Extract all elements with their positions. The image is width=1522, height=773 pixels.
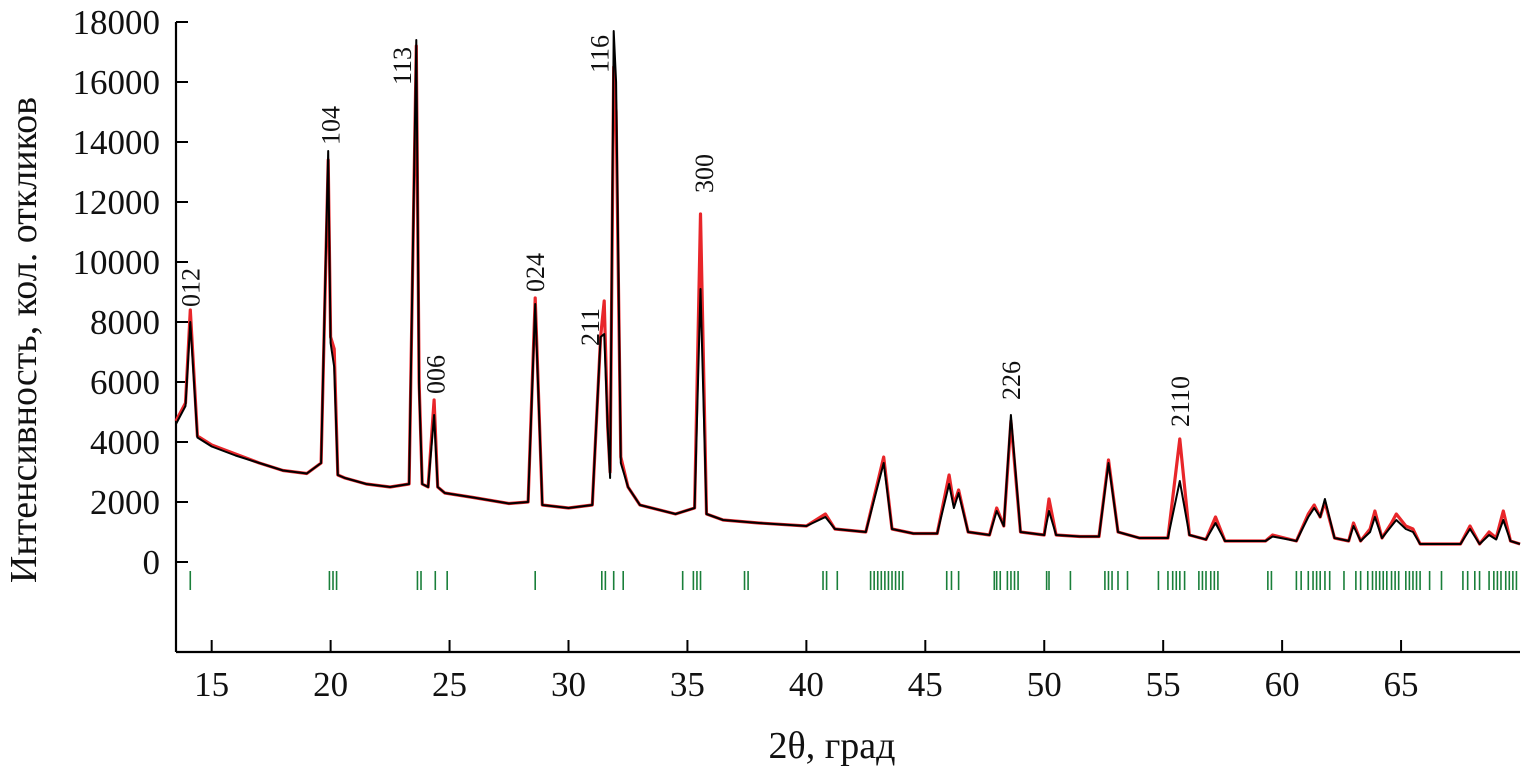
peak-label: 116 [585,35,614,73]
x-tick-label: 50 [1027,665,1062,704]
x-axis-title: 2θ, град [769,725,896,767]
y-tick-label: 8000 [90,303,160,342]
peak-label: 2110 [1166,376,1195,427]
x-tick-label: 60 [1265,665,1300,704]
y-tick-label: 14000 [73,123,161,162]
x-tick-label: 55 [1146,665,1181,704]
axes [174,22,1520,654]
y-tick-label: 6000 [90,363,160,402]
peak-label: 104 [317,106,346,145]
y-tick-label: 4000 [90,423,160,462]
y-axis-ticks: 0 2000 4000 6000 8000 10000 12000 14000 16000 180… [73,3,188,582]
observed-pattern-line [174,44,1521,546]
peak-label: 300 [690,154,719,193]
y-tick-label: 16000 [73,63,161,102]
y-tick-label: 2000 [90,483,160,522]
peak-label: 211 [576,308,605,346]
x-tick-label: 65 [1384,665,1419,704]
peak-label: 006 [421,355,450,394]
y-axis-title: Интенсивность, кол. откликов [3,97,45,583]
bragg-reflection-markers [189,571,1518,590]
x-tick-label: 25 [432,665,467,704]
x-tick-label: 45 [908,665,943,704]
calculated-pattern-line [175,30,1521,545]
x-tick-label: 40 [789,665,824,704]
peak-index-labels: 012 104 113 006 024 211 116 300 226 2110 [176,35,1195,427]
x-tick-label: 35 [670,665,705,704]
peak-label: 226 [997,361,1026,400]
x-tick-label: 15 [194,665,229,704]
x-tick-label: 30 [551,665,586,704]
y-tick-label: 10000 [73,243,161,282]
y-tick-label: 18000 [73,3,161,42]
x-axis-ticks: 15 20 25 30 35 40 45 50 55 60 65 [194,640,1419,704]
peak-label: 012 [176,268,205,307]
peak-label: 024 [521,253,550,292]
peak-label: 113 [388,47,417,85]
y-tick-label: 0 [143,543,161,582]
y-tick-label: 12000 [73,183,161,222]
x-tick-label: 20 [313,665,348,704]
